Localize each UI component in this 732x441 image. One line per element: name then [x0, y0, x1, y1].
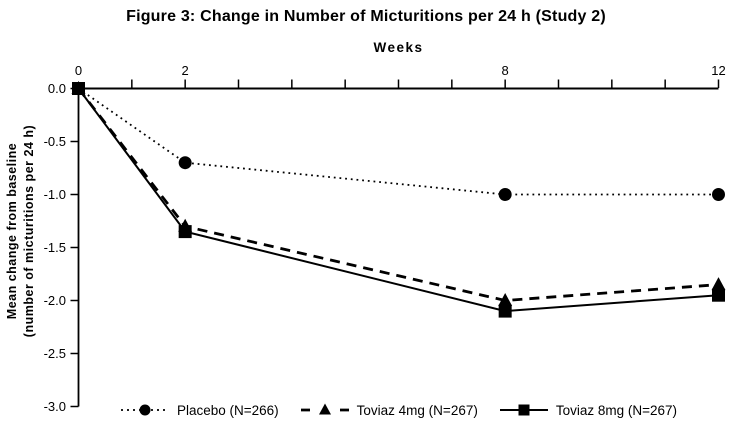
- square-marker-icon: [498, 304, 512, 318]
- legend-item-0: Placebo (N=266): [120, 402, 279, 418]
- legend-label: Toviaz 8mg (N=267): [555, 402, 678, 418]
- legend-label: Toviaz 4mg (N=267): [356, 402, 478, 418]
- circle-marker-icon: [178, 156, 192, 170]
- y-tick-label: -1.0: [44, 187, 66, 202]
- x-tick-label: 0: [75, 63, 82, 78]
- triangle-marker-icon: [498, 293, 513, 306]
- x-axis-title: Weeks: [373, 40, 424, 55]
- chart-title: Figure 3: Change in Number of Micturitio…: [126, 8, 606, 25]
- series-line-solid: [77, 87, 719, 313]
- legend: Placebo (N=266) Toviaz 4mg (N=267) Toviaz …: [78, 397, 719, 423]
- y-tick-label: -1.5: [44, 240, 66, 255]
- circle-marker-icon: [498, 188, 512, 201]
- x-axis: 0 2 8 12: [75, 63, 726, 90]
- square-marker-icon: [72, 82, 85, 95]
- y-tick-label: -3.0: [44, 399, 66, 414]
- y-axis: 0.0 -0.5 -1.0 -1.5 -2.0 -2.5 -3.0: [44, 81, 80, 414]
- y-tick-label: -0.5: [44, 134, 66, 149]
- x-tick-label: 2: [182, 63, 189, 78]
- circle-marker-icon: [139, 404, 151, 416]
- series-toviaz-8mg-n-267: [72, 82, 725, 318]
- series-line-dashed: [77, 87, 719, 302]
- square-marker-icon: [178, 225, 192, 239]
- x-tick-label: 12: [711, 63, 725, 78]
- series-toviaz-4mg-n-267: [71, 81, 726, 306]
- legend-item-2: Toviaz 8mg (N=267): [499, 402, 677, 418]
- legend-item-1: Toviaz 4mg (N=267): [300, 402, 478, 418]
- dotted-circle-legend-key-icon: [120, 404, 169, 416]
- solid-square-legend-key-icon: [499, 404, 548, 416]
- dashed-triangle-legend-key-icon: [300, 403, 349, 415]
- x-tick-label: 8: [502, 63, 509, 78]
- y-tick-label: -2.0: [44, 293, 66, 308]
- y-tick-label: -2.5: [44, 346, 66, 361]
- triangle-marker-icon: [711, 277, 726, 291]
- circle-marker-icon: [712, 188, 725, 201]
- square-marker-icon: [712, 288, 725, 302]
- y-tick-label: 0.0: [48, 81, 66, 96]
- triangle-marker-icon: [318, 403, 331, 415]
- square-marker-icon: [518, 404, 530, 416]
- series-line-dotted: [77, 87, 719, 196]
- legend-label: Placebo (N=266): [176, 402, 279, 418]
- series-placebo-n-266: [72, 82, 725, 201]
